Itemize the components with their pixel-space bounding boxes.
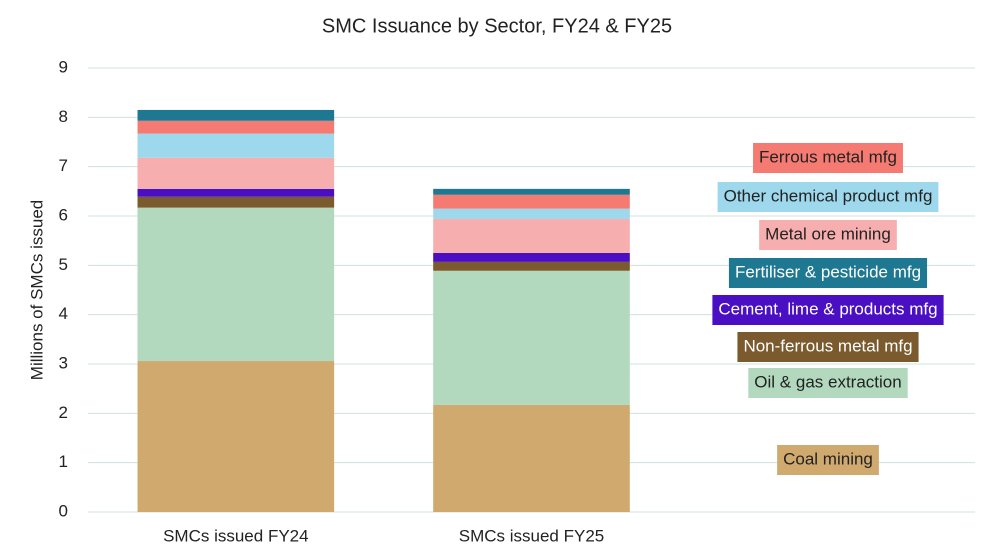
legend-item: Non-ferrous metal mfg bbox=[737, 332, 919, 362]
legend-label: Coal mining bbox=[783, 449, 873, 468]
bar-segment bbox=[433, 261, 630, 271]
legend-swatch bbox=[759, 220, 897, 250]
legend-item: Other chemical product mfg bbox=[717, 182, 939, 212]
bar-segment bbox=[137, 188, 335, 197]
y-tick-label: 2 bbox=[59, 403, 68, 422]
y-axis-label: Millions of SMCs issued bbox=[27, 200, 46, 380]
y-tick-label: 5 bbox=[59, 255, 68, 274]
legend-swatch bbox=[728, 258, 928, 288]
y-tick-label: 7 bbox=[59, 156, 68, 175]
legend-item: Ferrous metal mfg bbox=[753, 143, 903, 173]
legend-label: Ferrous metal mfg bbox=[759, 147, 897, 166]
bar-segment bbox=[137, 133, 335, 158]
legend-swatch bbox=[737, 332, 919, 362]
y-tick-label: 4 bbox=[59, 304, 68, 323]
legend-label: Metal ore mining bbox=[765, 224, 891, 243]
legend-label: Fertiliser & pesticide mfg bbox=[735, 262, 921, 281]
legend-item: Oil & gas extraction bbox=[748, 368, 908, 398]
chart-title: SMC Issuance by Sector, FY24 & FY25 bbox=[322, 15, 672, 37]
bar-segment bbox=[433, 208, 630, 219]
bar-segment bbox=[137, 361, 335, 512]
legend-item: Coal mining bbox=[777, 445, 879, 475]
bar-segment bbox=[433, 188, 630, 195]
legend-item: Fertiliser & pesticide mfg bbox=[728, 258, 928, 288]
legend-swatch bbox=[748, 368, 908, 398]
legend-swatch bbox=[753, 143, 903, 173]
legend-swatch bbox=[712, 295, 944, 325]
y-tick-label: 0 bbox=[59, 501, 68, 520]
legend-label: Oil & gas extraction bbox=[754, 372, 901, 391]
bar-segment bbox=[433, 218, 630, 253]
bar-segment bbox=[433, 194, 630, 209]
bar-segment bbox=[433, 404, 630, 512]
bar-segment bbox=[137, 196, 335, 208]
bar-segment bbox=[137, 207, 335, 362]
bar-segment bbox=[433, 270, 630, 405]
y-tick-label: 1 bbox=[59, 452, 68, 471]
bar-segment bbox=[433, 253, 630, 262]
x-tick-label: SMCs issued FY25 bbox=[459, 526, 605, 545]
y-tick-label: 6 bbox=[59, 205, 68, 224]
bar-segment bbox=[137, 157, 335, 189]
legend-label: Non-ferrous metal mfg bbox=[743, 336, 912, 355]
legend-item: Metal ore mining bbox=[759, 220, 897, 250]
legend-label: Other chemical product mfg bbox=[724, 186, 933, 205]
x-tick-label: SMCs issued FY24 bbox=[163, 526, 309, 545]
bar-segment bbox=[137, 120, 335, 134]
legend-item: Cement, lime & products mfg bbox=[712, 295, 944, 325]
y-tick-label: 9 bbox=[59, 57, 68, 76]
legend-label: Cement, lime & products mfg bbox=[718, 299, 937, 318]
legend-swatch bbox=[717, 182, 939, 212]
y-tick-label: 3 bbox=[59, 353, 68, 372]
y-tick-label: 8 bbox=[59, 107, 68, 126]
bar-segment bbox=[137, 109, 335, 121]
legend-swatch bbox=[777, 445, 879, 475]
